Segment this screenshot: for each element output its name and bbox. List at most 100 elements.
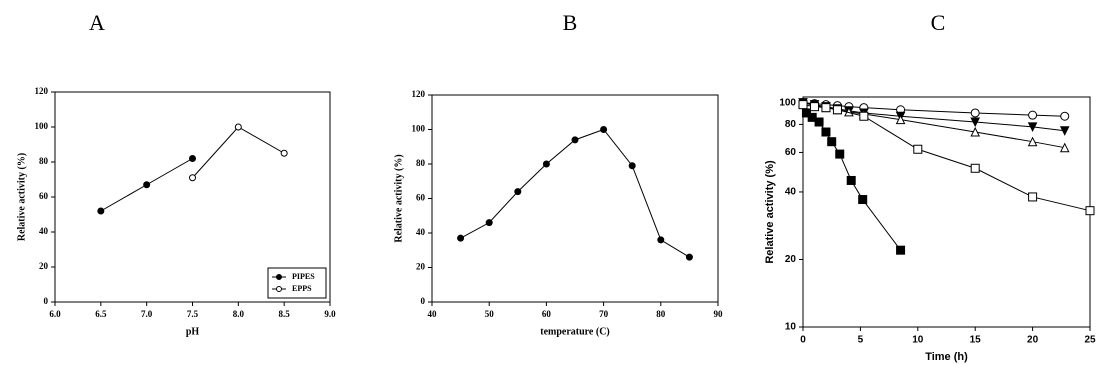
- y-tick-label: 0: [44, 296, 49, 306]
- marker: [835, 149, 845, 159]
- marker: [276, 274, 282, 280]
- x-axis-label: pH: [186, 326, 200, 337]
- legend-label: PIPES: [292, 272, 315, 281]
- x-tick-label: 90: [714, 309, 724, 319]
- x-tick-label: 7.5: [187, 309, 199, 319]
- y-tick-label: 20: [416, 262, 426, 272]
- y-tick-label: 40: [785, 187, 797, 198]
- y-tick-label: 120: [35, 86, 49, 96]
- x-tick-label: 0: [800, 335, 806, 346]
- marker: [970, 108, 980, 118]
- marker: [858, 195, 868, 205]
- x-tick-label: 10: [912, 335, 924, 346]
- x-tick-label: 60: [542, 309, 552, 319]
- panel-title: B: [563, 10, 578, 35]
- y-tick-label: 100: [412, 124, 426, 134]
- x-axis-label: temperature (C): [540, 326, 610, 337]
- panel: A 6.0 6.5 7.0 7.5 8.0 8.5 9.0 0 20 40 60 80 100 120 pH R…: [16, 10, 336, 337]
- series-line: [802, 102, 1065, 132]
- marker: [1060, 111, 1070, 121]
- y-axis-label: Relative activity (%): [764, 160, 776, 264]
- marker: [542, 160, 550, 168]
- x-tick-label: 80: [656, 309, 666, 319]
- x-tick-label: 15: [970, 335, 982, 346]
- y-tick-label: 100: [35, 121, 49, 131]
- y-axis-label: Relative activity (%): [393, 154, 404, 242]
- panel: C 0 5 10 15 20 25 10 20 40 60 80 100 Time (h) Relative…: [764, 10, 1096, 363]
- marker: [514, 188, 522, 196]
- x-tick-label: 6.0: [49, 309, 61, 319]
- marker: [457, 234, 465, 242]
- y-tick-label: 40: [416, 227, 426, 237]
- y-tick-label: 120: [412, 89, 426, 99]
- marker: [280, 149, 288, 157]
- marker: [832, 105, 842, 115]
- marker: [807, 112, 817, 122]
- plot-frame: [431, 94, 719, 303]
- y-tick-label: 40: [39, 226, 49, 236]
- marker: [97, 207, 105, 215]
- marker: [970, 117, 981, 128]
- marker: [189, 174, 196, 182]
- x-tick-label: 9.0: [324, 309, 336, 319]
- marker: [970, 163, 980, 173]
- series-line: [802, 102, 1065, 149]
- x-tick-label: 50: [485, 309, 495, 319]
- y-tick-label: 20: [785, 254, 797, 265]
- panel-title: A: [89, 10, 105, 35]
- series-line: [802, 102, 1065, 117]
- marker: [859, 111, 869, 121]
- series-line: [802, 104, 1091, 212]
- x-tick-label: 8.5: [279, 309, 291, 319]
- series-line: [192, 126, 285, 179]
- marker: [895, 114, 906, 125]
- marker: [896, 245, 906, 255]
- x-tick-label: 40: [428, 309, 438, 319]
- marker: [798, 100, 808, 110]
- marker: [143, 181, 151, 189]
- marker: [600, 126, 608, 133]
- marker: [913, 144, 923, 154]
- marker: [1085, 206, 1095, 216]
- marker: [234, 123, 242, 131]
- marker: [1027, 136, 1038, 147]
- y-tick-label: 80: [416, 158, 426, 168]
- series-line: [460, 128, 690, 258]
- marker: [827, 137, 837, 147]
- x-tick-label: 7.0: [141, 309, 153, 319]
- x-tick-label: 70: [599, 309, 609, 319]
- marker: [846, 175, 856, 185]
- marker: [1059, 126, 1070, 136]
- x-tick-label: 25: [1084, 335, 1096, 346]
- y-tick-label: 0: [421, 296, 426, 306]
- marker: [657, 236, 665, 244]
- marker: [628, 162, 636, 170]
- y-tick-label: 80: [785, 119, 797, 130]
- panel: B 40 50 60 70 80 90 0 20 40 60 80 100 120 temperature …: [393, 10, 723, 337]
- y-tick-label: 60: [416, 193, 426, 203]
- y-tick-label: 80: [39, 156, 49, 166]
- x-tick-label: 5: [858, 335, 864, 346]
- marker: [814, 117, 824, 127]
- legend-box: [267, 267, 327, 299]
- x-tick-label: 20: [1027, 335, 1039, 346]
- y-tick-label: 20: [39, 261, 49, 271]
- y-tick-label: 60: [785, 147, 797, 158]
- y-tick-label: 100: [779, 97, 796, 108]
- marker: [1027, 122, 1038, 133]
- panel-title: C: [931, 10, 946, 35]
- marker: [189, 155, 196, 162]
- y-tick-label: 60: [39, 191, 49, 201]
- marker: [685, 253, 693, 261]
- marker: [809, 102, 819, 112]
- marker: [970, 126, 981, 137]
- legend-label: EPPS: [292, 284, 312, 293]
- marker: [485, 219, 493, 227]
- x-axis-label: Time (h): [925, 351, 968, 363]
- x-tick-label: 8.0: [233, 309, 245, 319]
- marker: [571, 136, 579, 144]
- marker: [821, 127, 831, 137]
- marker: [276, 286, 282, 292]
